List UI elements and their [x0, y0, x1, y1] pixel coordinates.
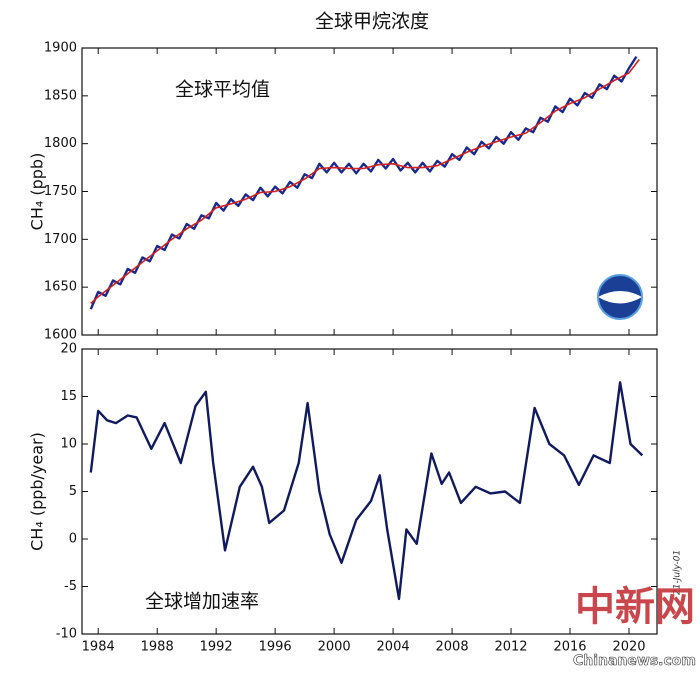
- y-tick-label: -10: [56, 627, 77, 642]
- annotation: 全球增加速率: [145, 591, 259, 613]
- y-tick-label: 1800: [44, 136, 77, 151]
- y-axis-label: CH₄ (ppb/year): [28, 432, 47, 551]
- data-line: [89, 55, 638, 310]
- x-tick-label: 2016: [553, 640, 586, 655]
- y-tick-label: 0: [69, 532, 77, 547]
- x-tick-label: 2004: [377, 640, 410, 655]
- x-tick-label: 2000: [318, 640, 351, 655]
- y-tick-label: 20: [60, 342, 77, 357]
- noaa-logo: [597, 274, 643, 320]
- plot-frame: [81, 47, 658, 336]
- y-tick-label: 1750: [44, 184, 77, 199]
- data-line: [90, 59, 640, 304]
- y-tick-label: 5: [69, 484, 77, 499]
- x-tick-label: 2008: [436, 640, 469, 655]
- y-tick-label: 1850: [44, 88, 77, 103]
- y-tick-label: 15: [60, 389, 77, 404]
- data-line: [89, 381, 644, 601]
- y-tick-label: 10: [60, 437, 77, 452]
- x-tick-label: 1988: [141, 640, 174, 655]
- x-tick-label: 2020: [612, 640, 645, 655]
- watermark: Chinanews.com: [573, 653, 696, 669]
- x-tick-label: 1984: [82, 640, 115, 655]
- chart-title: 全球甲烷浓度: [315, 11, 429, 33]
- y-tick-label: 1600: [44, 328, 77, 343]
- y-tick-label: -5: [64, 579, 77, 594]
- x-tick-label: 1992: [200, 640, 233, 655]
- y-tick-label: 1650: [44, 280, 77, 295]
- x-tick-label: 1996: [259, 640, 292, 655]
- y-axis-label: CH₄ (ppb): [28, 153, 47, 231]
- x-tick-label: 2012: [494, 640, 527, 655]
- y-tick-label: 1900: [44, 41, 77, 56]
- y-tick-label: 1700: [44, 232, 77, 247]
- watermark: 中新网: [575, 583, 695, 630]
- date-stamp: 21-July-01: [673, 550, 683, 595]
- annotation: 全球平均值: [175, 79, 270, 101]
